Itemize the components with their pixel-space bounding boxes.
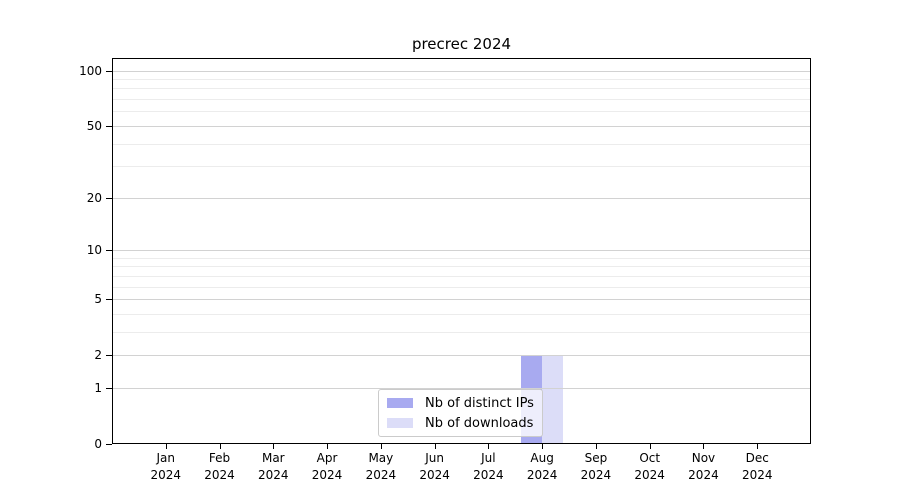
gridline-minor <box>112 88 811 90</box>
x-tick-label-year: 2024 <box>634 468 665 482</box>
x-tick-label: Mar 2024 <box>242 450 304 484</box>
x-tick-label: Apr 2024 <box>296 450 358 484</box>
gridline-major <box>112 197 811 199</box>
plot-border <box>112 58 811 444</box>
gridline-minor <box>112 111 811 113</box>
x-tick-label-year: 2024 <box>365 468 397 482</box>
x-tick-label: Jul 2024 <box>457 450 519 484</box>
x-tick-mark <box>380 444 382 449</box>
gridline-major <box>112 387 811 389</box>
x-tick-label-month: Mar <box>261 451 285 465</box>
x-tick-mark <box>327 444 329 449</box>
x-tick-label: Jan 2024 <box>135 450 197 484</box>
x-tick-label: Feb 2024 <box>189 450 251 484</box>
x-tick-label-year: 2024 <box>419 468 450 482</box>
x-tick-mark <box>757 444 759 449</box>
x-tick-mark <box>488 444 490 449</box>
legend-label: Nb of downloads <box>425 415 534 431</box>
x-tick-label-month: Nov <box>691 451 716 465</box>
gridline-minor <box>112 313 811 315</box>
x-tick-label-year: 2024 <box>580 468 612 482</box>
x-tick-label-year: 2024 <box>204 468 235 482</box>
gridline-major <box>112 249 811 251</box>
bar-downloads <box>542 355 564 444</box>
gridline-major <box>112 299 811 301</box>
gridline-major <box>112 125 811 127</box>
grid-layer <box>112 58 811 444</box>
gridline-minor <box>112 275 811 277</box>
x-tick-mark <box>273 444 275 449</box>
x-tick-mark <box>703 444 705 449</box>
x-tick-mark <box>542 444 544 449</box>
legend-swatch <box>387 418 413 428</box>
legend-entry: Nb of distinct IPs <box>387 396 534 411</box>
x-tick-label-month: Apr <box>316 451 338 465</box>
x-tick-label-month: Jun <box>425 451 444 465</box>
x-tick-label-month: Dec <box>745 451 769 465</box>
x-tick-mark <box>219 444 221 449</box>
legend-entry: Nb of downloads <box>387 416 534 431</box>
x-tick-label-year: 2024 <box>688 468 719 482</box>
x-tick-label-year: 2024 <box>526 468 558 482</box>
y-tick-mark <box>106 444 112 445</box>
legend-label: Nb of distinct IPs <box>425 395 534 411</box>
x-tick-mark <box>595 444 597 449</box>
x-tick-label-year: 2024 <box>150 468 182 482</box>
gridline-minor <box>112 166 811 168</box>
y-tick-label: 5 <box>94 292 102 307</box>
gridline-minor <box>112 143 811 145</box>
x-tick-label-month: Feb <box>208 451 231 465</box>
x-tick-mark <box>165 444 167 449</box>
x-tick-label-year: 2024 <box>311 468 343 482</box>
y-tick-label: 20 <box>86 190 102 205</box>
x-tick-label-month: Sep <box>584 451 608 465</box>
x-tick-label: Oct 2024 <box>619 450 681 484</box>
y-tick-label: 2 <box>94 348 102 363</box>
y-tick-label: 0 <box>94 437 102 451</box>
gridline-minor <box>112 257 811 259</box>
x-tick-label: Dec 2024 <box>726 450 788 484</box>
x-tick-label: May 2024 <box>350 450 412 484</box>
x-tick-label-year: 2024 <box>473 468 504 482</box>
x-tick-label: Sep 2024 <box>565 450 627 484</box>
x-tick-label: Nov 2024 <box>672 450 734 484</box>
x-tick-label-month: Jul <box>481 451 496 465</box>
gridline-minor <box>112 331 811 333</box>
y-tick-label: 10 <box>86 242 102 257</box>
gridline-major <box>112 70 811 72</box>
y-tick-label: 1 <box>94 380 102 395</box>
chart-title: precrec 2024 <box>411 35 512 53</box>
x-tick-label-month: Oct <box>639 451 661 465</box>
x-tick-label: Aug 2024 <box>511 450 573 484</box>
x-tick-label-month: Jan <box>156 451 176 465</box>
x-tick-mark <box>649 444 651 449</box>
gridline-major <box>112 355 811 357</box>
gridline-minor <box>112 99 811 101</box>
x-tick-mark <box>434 444 436 449</box>
x-tick-label: Jun 2024 <box>404 450 466 484</box>
legend-swatch <box>387 398 413 408</box>
y-tick-label: 100 <box>79 63 102 78</box>
y-tick-label: 50 <box>86 118 102 133</box>
legend: Nb of distinct IPs Nb of downloads <box>378 389 543 437</box>
x-tick-label-month: Aug <box>530 451 554 465</box>
gridline-minor <box>112 79 811 81</box>
x-tick-label-year: 2024 <box>741 468 773 482</box>
x-tick-label-month: May <box>368 451 394 465</box>
gridline-minor <box>112 266 811 268</box>
gridline-minor <box>112 286 811 288</box>
x-tick-label-year: 2024 <box>258 468 289 482</box>
